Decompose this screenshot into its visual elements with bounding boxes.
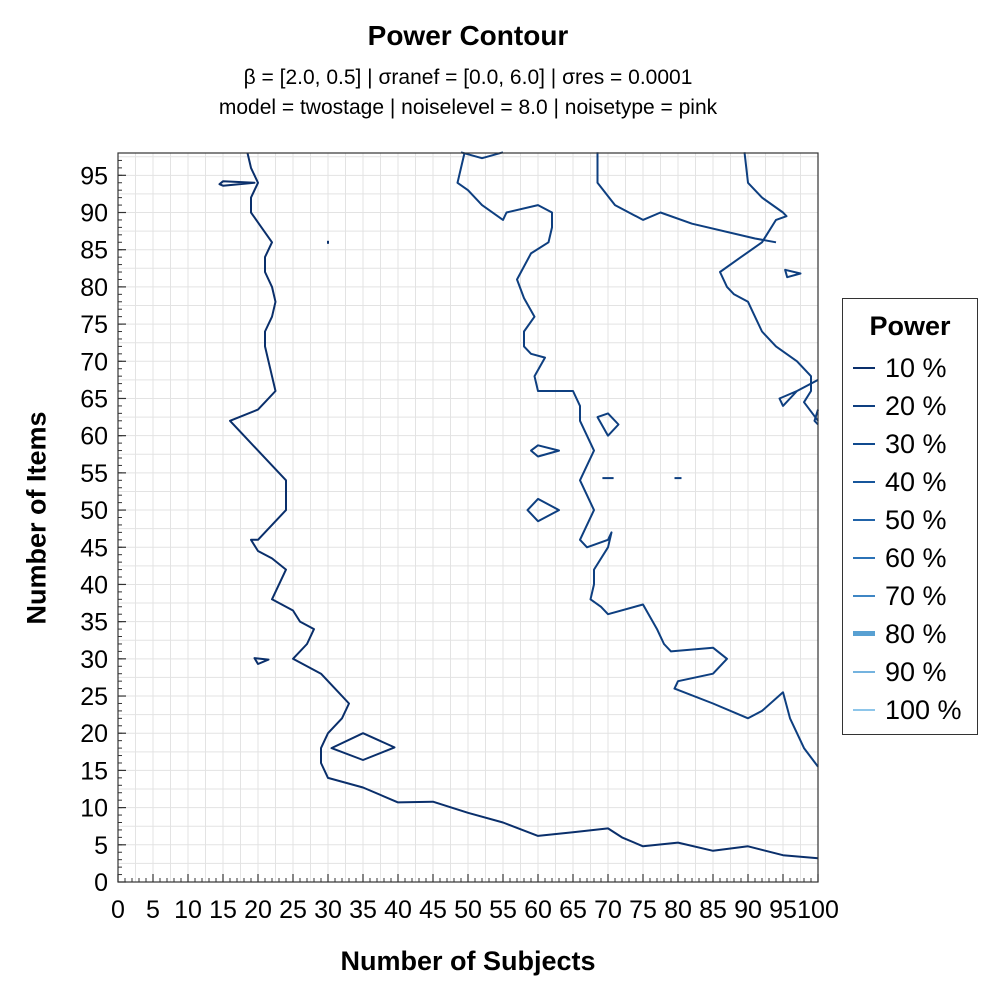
contour-line-20-9 — [596, 412, 620, 437]
legend-item: 40 % — [843, 464, 977, 500]
axis-ticks — [117, 152, 819, 883]
x-tick-label: 85 — [699, 896, 727, 924]
legend-label: 100 % — [885, 695, 962, 725]
y-tick-label: 95 — [80, 162, 108, 190]
x-tick-label: 90 — [734, 896, 762, 924]
y-tick-label: 70 — [80, 348, 108, 376]
contour-line-20-7 — [596, 152, 777, 244]
x-tick-label: 20 — [244, 896, 272, 924]
contour-line-20-16 — [813, 409, 819, 426]
y-tick-label: 25 — [80, 683, 108, 711]
x-tick-label: 55 — [489, 896, 517, 924]
legend-label: 60 % — [885, 543, 947, 573]
contour-line-20-11 — [526, 497, 560, 523]
y-tick-labels: 0 5 10 15 20 25 30 35 40 45 50 55 60 65 70 75 80 85 90 95 — [80, 162, 108, 897]
grid-lines — [117, 153, 819, 883]
y-tick-label: 35 — [80, 609, 108, 637]
legend-label: 80 % — [885, 619, 947, 649]
legend-label: 50 % — [885, 505, 947, 535]
legend-label: 10 % — [885, 353, 947, 383]
chart-subtitle-line-2: model = twostage | noiselevel = 8.0 | no… — [218, 96, 718, 119]
y-tick-label: 45 — [80, 534, 108, 562]
y-tick-label: 5 — [94, 832, 108, 860]
legend-label: 20 % — [885, 391, 947, 421]
y-tick-label: 80 — [80, 274, 108, 302]
legend-item: 60 % — [843, 540, 977, 576]
x-tick-label: 45 — [419, 896, 447, 924]
y-tick-label: 85 — [80, 237, 108, 265]
legend-item: 80 % — [843, 616, 977, 652]
x-tick-label: 65 — [559, 896, 587, 924]
x-axis-label: Number of Subjects — [340, 946, 596, 976]
legend-label: 70 % — [885, 581, 947, 611]
y-tick-label: 40 — [80, 571, 108, 599]
legend-item: 100 % — [843, 692, 977, 728]
contour-line-20-8 — [778, 379, 819, 407]
legend-swatch — [853, 481, 875, 483]
x-tick-label: 5 — [146, 896, 160, 924]
legend-swatch — [853, 631, 875, 636]
x-tick-label: 25 — [279, 896, 307, 924]
legend-swatch — [853, 367, 875, 369]
x-tick-label: 80 — [664, 896, 692, 924]
legend-item: 90 % — [843, 654, 977, 690]
legend-item: 20 % — [843, 388, 977, 424]
contour-line-20-5 — [456, 152, 819, 768]
x-tick-label: 70 — [594, 896, 622, 924]
legend-item: 30 % — [843, 426, 977, 462]
legend-swatch — [853, 595, 875, 597]
contour-line-20-14 — [784, 268, 802, 279]
contour-line-20-10 — [530, 444, 560, 458]
legend-swatch — [853, 671, 875, 673]
y-tick-label: 50 — [80, 497, 108, 525]
legend-item: 70 % — [843, 578, 977, 614]
x-tick-label: 100 — [797, 896, 839, 924]
x-tick-label: 60 — [524, 896, 552, 924]
legend-label: 40 % — [885, 467, 947, 497]
y-axis-label: Number of Items — [21, 411, 52, 625]
contour-line-20-6 — [460, 151, 504, 160]
y-tick-label: 55 — [80, 460, 108, 488]
y-tick-label: 65 — [80, 385, 108, 413]
legend-item: 50 % — [843, 502, 977, 538]
y-tick-label: 0 — [94, 869, 108, 897]
x-tick-label: 15 — [209, 896, 237, 924]
chart-title: Power Contour — [367, 20, 569, 51]
y-tick-label: 30 — [80, 646, 108, 674]
x-tick-label: 50 — [454, 896, 482, 924]
y-tick-label: 15 — [80, 757, 108, 785]
contour-line-20-15 — [719, 152, 819, 422]
legend-swatch — [853, 443, 875, 445]
x-tick-label: 35 — [349, 896, 377, 924]
x-tick-label: 10 — [174, 896, 202, 924]
legend-swatch — [853, 709, 875, 711]
y-tick-label: 90 — [80, 200, 108, 228]
legend-swatch — [853, 557, 875, 559]
y-tick-label: 10 — [80, 795, 108, 823]
legend-swatch — [853, 519, 875, 521]
x-tick-label: 75 — [629, 896, 657, 924]
y-tick-label: 75 — [80, 311, 108, 339]
x-tick-label: 0 — [111, 896, 125, 924]
x-tick-labels: 0 5 10 15 20 25 30 35 40 45 50 55 60 65 70 75 80 85 90 95 10… — [111, 896, 839, 924]
x-tick-label: 30 — [314, 896, 342, 924]
legend: Power 10 % 20 % 30 % 40 % 50 % 60 % 70 % 80 % 90… — [842, 298, 978, 735]
legend-item: 10 % — [843, 350, 977, 386]
contour-line-10-4 — [330, 732, 396, 761]
y-tick-label: 20 — [80, 720, 108, 748]
contour-line-10-0 — [229, 152, 819, 860]
contour-lines — [218, 151, 819, 860]
chart-subtitle-line-1: β = [2.0, 0.5] | σranef = [0.0, 6.0] | σ… — [243, 66, 693, 89]
contour-line-10-2 — [253, 657, 270, 665]
y-tick-label: 60 — [80, 423, 108, 451]
x-tick-label: 95 — [769, 896, 797, 924]
legend-label: 30 % — [885, 429, 947, 459]
legend-label: 90 % — [885, 657, 947, 687]
contour-line-10-1 — [218, 180, 256, 187]
legend-swatch — [853, 405, 875, 407]
legend-title: Power — [869, 311, 951, 341]
x-tick-label: 40 — [384, 896, 412, 924]
